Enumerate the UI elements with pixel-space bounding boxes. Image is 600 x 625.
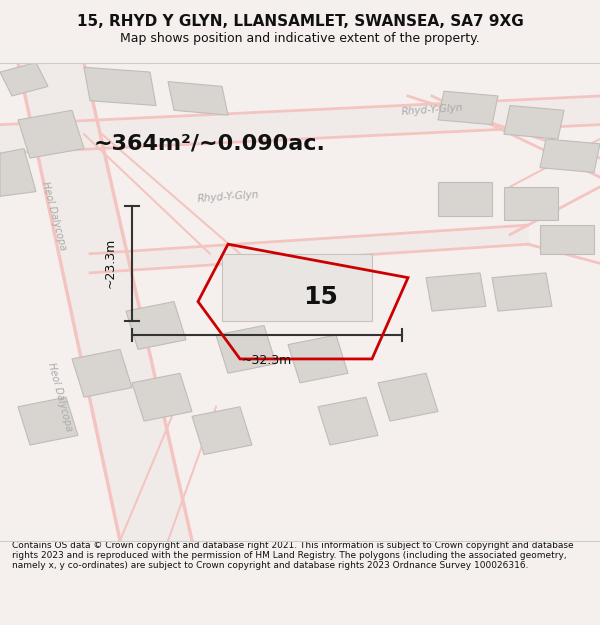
Text: Rhyd-Y-Glyn: Rhyd-Y-Glyn xyxy=(401,103,463,118)
Polygon shape xyxy=(0,149,36,196)
Polygon shape xyxy=(288,335,348,383)
Polygon shape xyxy=(18,110,84,158)
Text: 15: 15 xyxy=(304,285,338,309)
Polygon shape xyxy=(492,273,552,311)
Text: Heol Dalycopa: Heol Dalycopa xyxy=(46,362,74,432)
Polygon shape xyxy=(438,182,492,216)
Text: ~32.3m: ~32.3m xyxy=(242,354,292,367)
Text: ~23.3m: ~23.3m xyxy=(104,238,117,289)
Polygon shape xyxy=(132,373,192,421)
Polygon shape xyxy=(222,254,372,321)
Polygon shape xyxy=(90,225,528,273)
Polygon shape xyxy=(540,225,594,254)
Polygon shape xyxy=(426,273,486,311)
Polygon shape xyxy=(192,407,252,454)
Polygon shape xyxy=(84,68,156,106)
Polygon shape xyxy=(168,82,228,115)
Polygon shape xyxy=(0,62,48,96)
Polygon shape xyxy=(540,139,600,172)
Text: Map shows position and indicative extent of the property.: Map shows position and indicative extent… xyxy=(120,32,480,45)
Text: 15, RHYD Y GLYN, LLANSAMLET, SWANSEA, SA7 9XG: 15, RHYD Y GLYN, LLANSAMLET, SWANSEA, SA… xyxy=(77,14,523,29)
Polygon shape xyxy=(504,187,558,220)
Polygon shape xyxy=(18,62,192,541)
Polygon shape xyxy=(318,398,378,445)
Polygon shape xyxy=(438,91,498,124)
Text: Heol Dalycopa: Heol Dalycopa xyxy=(40,180,68,251)
Polygon shape xyxy=(72,349,132,398)
Text: Rhyd-Y-Glyn: Rhyd-Y-Glyn xyxy=(197,189,259,204)
Text: ~364m²/~0.090ac.: ~364m²/~0.090ac. xyxy=(94,134,326,154)
Text: Contains OS data © Crown copyright and database right 2021. This information is : Contains OS data © Crown copyright and d… xyxy=(12,541,574,571)
Polygon shape xyxy=(18,398,78,445)
Polygon shape xyxy=(126,301,186,349)
Polygon shape xyxy=(504,106,564,139)
Polygon shape xyxy=(378,373,438,421)
Polygon shape xyxy=(0,96,600,153)
Polygon shape xyxy=(216,326,276,373)
